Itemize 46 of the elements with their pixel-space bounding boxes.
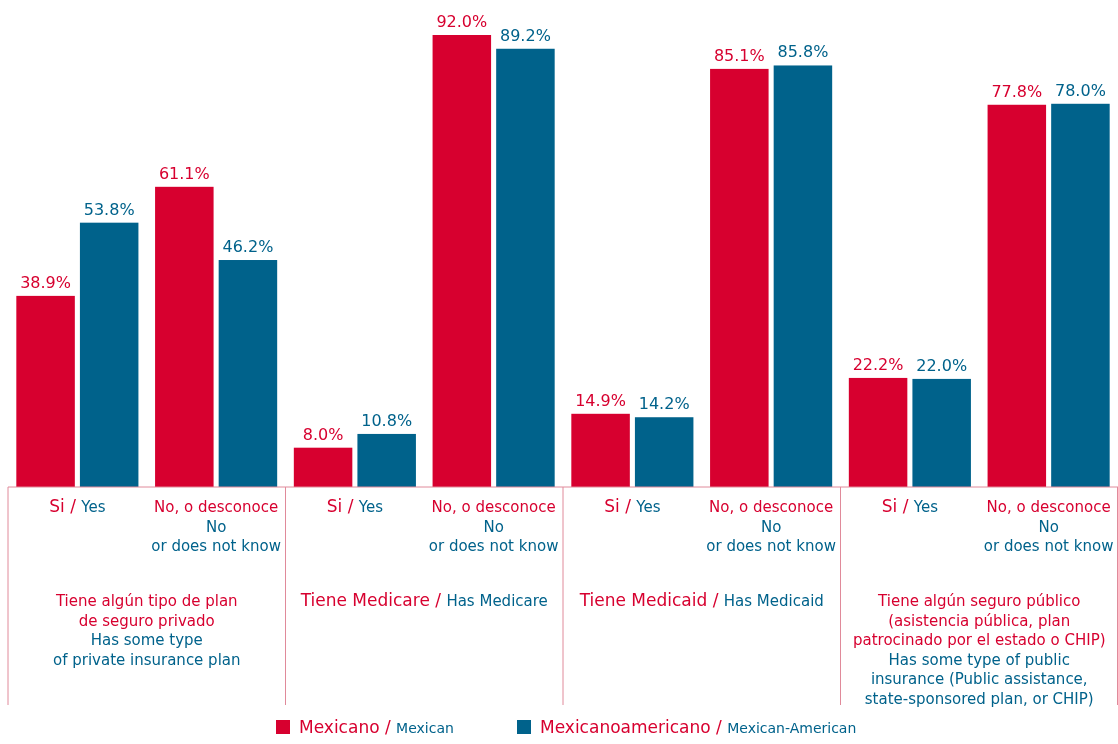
data-label: 85.8% — [777, 42, 829, 62]
data-label: 89.2% — [500, 25, 551, 45]
data-label: 77.8% — [991, 81, 1043, 101]
data-label: 61.1% — [158, 163, 210, 183]
text: Tiene Medicaid / Has Medicaid — [578, 590, 824, 610]
bar — [357, 433, 416, 487]
bar — [773, 65, 833, 487]
bar — [432, 35, 492, 487]
bar — [293, 447, 353, 487]
text: Tiene Medicare / Has Medicare — [299, 590, 548, 610]
x-tick-label: Si / Yes — [881, 496, 939, 516]
bar — [634, 417, 694, 487]
legend-label: Mexicanoamericano / Mexican-American — [540, 717, 857, 737]
bar — [218, 260, 278, 487]
data-label: 46.2% — [222, 237, 274, 257]
x-tick-label: No, o desconoce No or does not know — [151, 498, 281, 555]
x-tick-label: No, o desconoce No or does not know — [428, 498, 559, 555]
text: Tiene algún seguro público (asistencia pública, plan patrocinado por el estado o CHIP) Has some type of public insurance (Public assistance, state-sponsored plan, or CHIP) — [852, 592, 1106, 708]
data-label: 10.8% — [361, 410, 413, 430]
bar — [79, 222, 139, 487]
x-tick-label: Si / Yes — [604, 496, 661, 516]
bar — [1051, 103, 1110, 487]
bar — [710, 68, 769, 487]
data-label: 14.2% — [638, 394, 690, 414]
text: Tiene algún tipo de plan de seguro privado Has some type of private insurance plan — [52, 592, 241, 669]
x-tick-label: Si / Yes — [49, 496, 106, 516]
x-tick-label: No, o desconoce No or does not know — [983, 498, 1114, 555]
data-label: 8.0% — [302, 424, 344, 444]
bar — [848, 377, 908, 487]
bar — [16, 295, 75, 487]
data-label: 85.1% — [713, 45, 765, 65]
bar — [496, 48, 555, 487]
bar — [987, 104, 1047, 487]
data-label: 92.0% — [436, 12, 488, 31]
bar — [155, 186, 214, 487]
bar — [571, 413, 630, 487]
data-label: 22.0% — [916, 355, 968, 375]
data-label: 78.0% — [1055, 80, 1106, 100]
x-tick-label: No, o desconoce No or does not know — [706, 498, 836, 555]
data-label: 14.9% — [575, 390, 626, 410]
data-label: 53.8% — [83, 199, 135, 219]
data-label: 22.2% — [852, 354, 904, 374]
data-label: 38.9% — [20, 272, 71, 292]
bar — [912, 378, 971, 487]
legend-label: Mexicano / Mexican — [299, 717, 454, 737]
x-tick-label: Si / Yes — [326, 496, 384, 516]
